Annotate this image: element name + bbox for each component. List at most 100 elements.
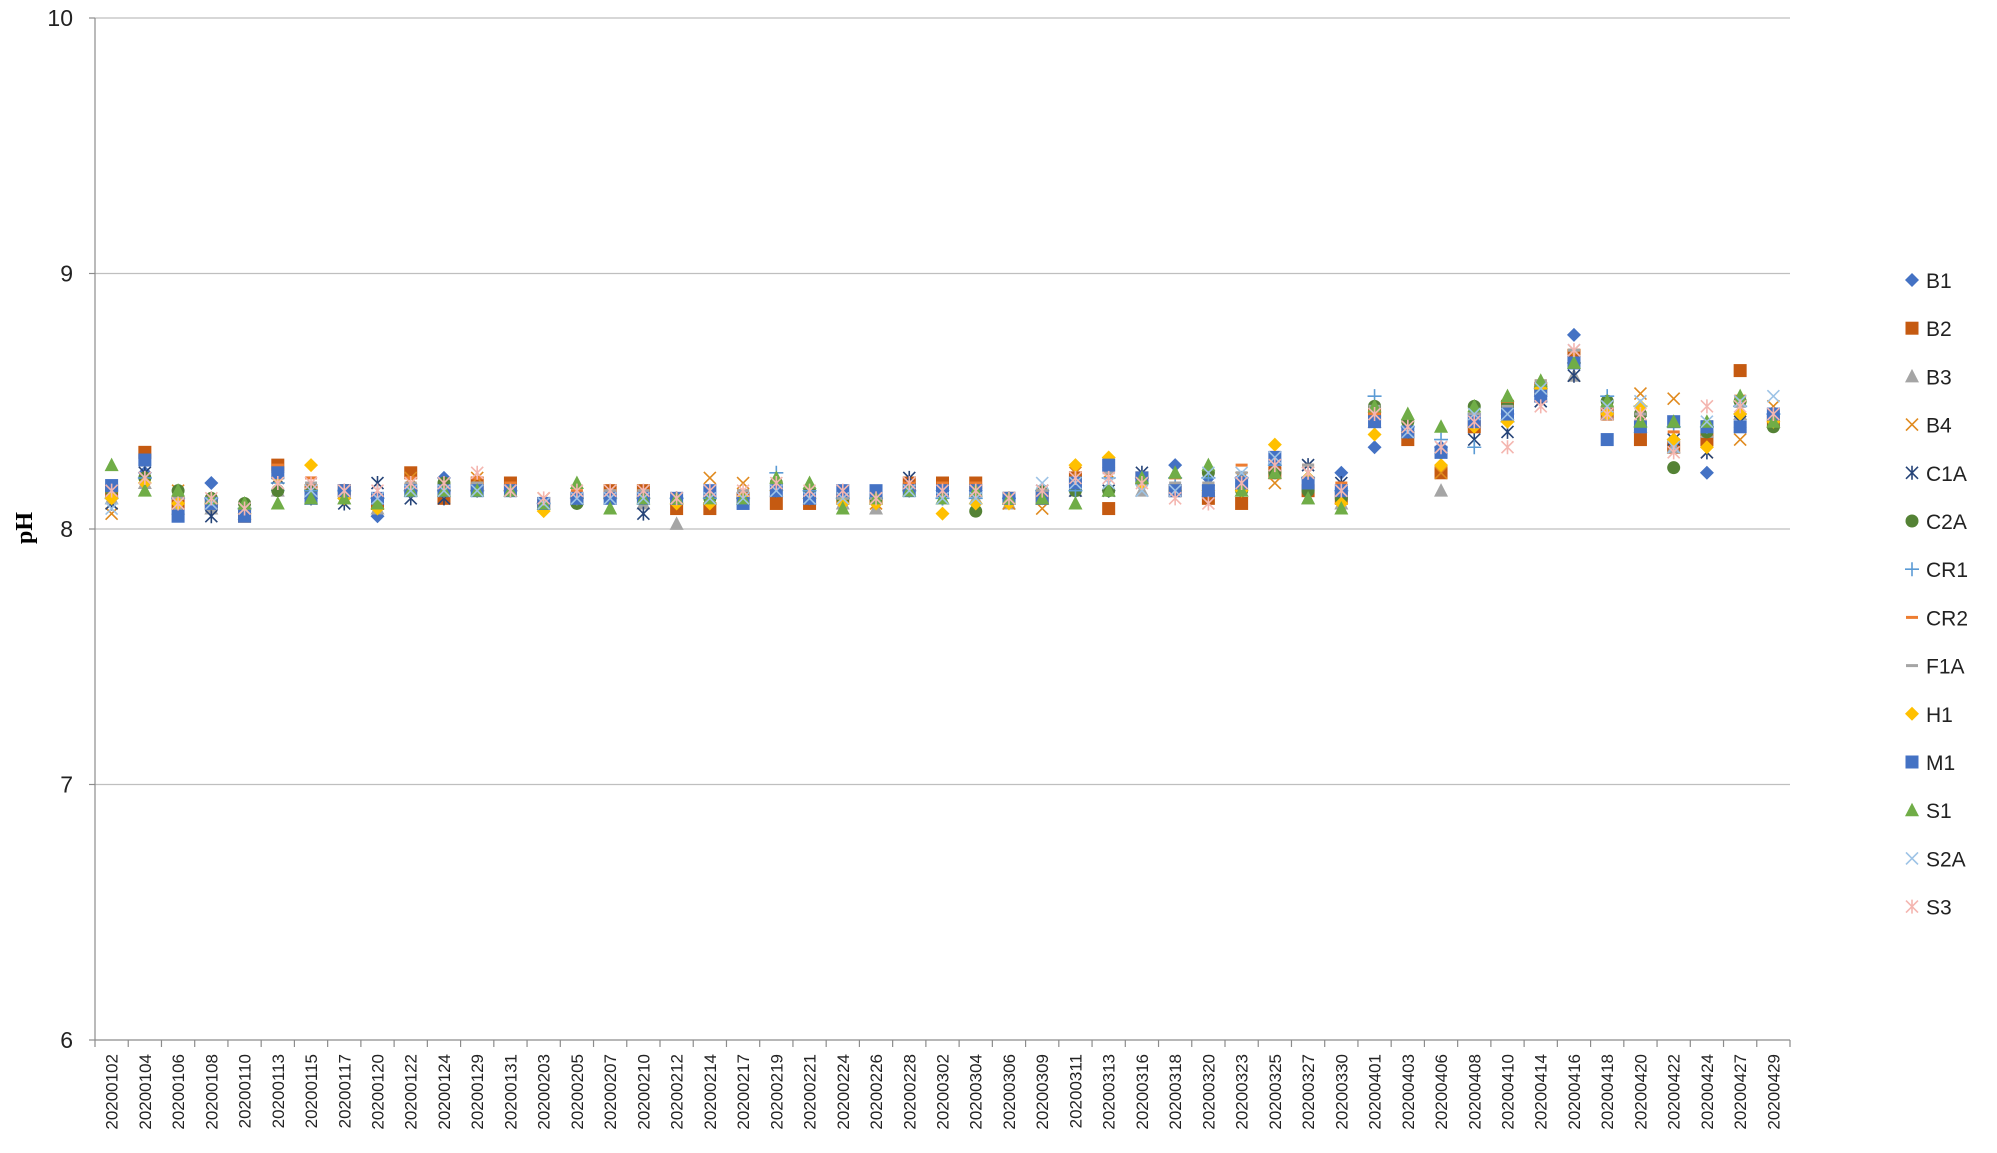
data-point [370, 483, 385, 498]
data-point [1633, 394, 1648, 408]
data-point [969, 504, 983, 518]
x-tick-label: 20200228 [900, 1054, 919, 1130]
x-tick-label: 20200318 [1166, 1054, 1185, 1130]
data-point [204, 476, 219, 491]
legend-label: CR1 [1926, 559, 1968, 582]
x-tick-label: 20200403 [1399, 1054, 1418, 1130]
x-tick-label: 20200120 [369, 1054, 388, 1130]
series-b3 [104, 368, 1781, 530]
x-tick-label: 20200424 [1698, 1054, 1717, 1130]
legend-label: H1 [1926, 704, 1953, 727]
data-point [1367, 440, 1382, 455]
x-tick-label: 20200108 [202, 1054, 221, 1130]
data-point [404, 466, 418, 480]
data-point [1534, 399, 1548, 414]
legend-label: B3 [1926, 366, 1952, 389]
data-point [802, 483, 817, 498]
x-tick-label: 20200323 [1233, 1054, 1252, 1130]
legend-label: B4 [1926, 415, 1952, 438]
data-point [1467, 414, 1481, 429]
data-point [1700, 415, 1714, 429]
legend-item-cr1: CR1 [1905, 559, 1968, 582]
data-point [1534, 389, 1548, 403]
legend-marker [1905, 514, 1919, 528]
data-point [1400, 406, 1415, 421]
x-tick-label: 20200427 [1731, 1054, 1750, 1130]
y-tick-label: 10 [47, 5, 73, 31]
data-point [1168, 491, 1182, 506]
data-point [1699, 440, 1714, 455]
legend-item-b3: B3 [1905, 366, 1952, 389]
x-tick-label: 20200203 [535, 1054, 554, 1130]
legend-item-c1a: C1A [1905, 463, 1967, 486]
data-point [104, 457, 119, 472]
data-point [1301, 490, 1316, 505]
data-point [1501, 404, 1514, 408]
data-point [1334, 501, 1349, 515]
data-point [1633, 407, 1648, 422]
data-point [1235, 496, 1249, 510]
legend-marker [1905, 706, 1919, 721]
data-point [969, 483, 983, 498]
data-point [138, 453, 152, 467]
data-point [969, 481, 982, 485]
data-point [1268, 476, 1282, 490]
legend-label: B2 [1926, 318, 1952, 341]
data-point [137, 483, 152, 497]
legend-item-f1a: F1A [1906, 656, 1965, 679]
data-point [271, 484, 285, 498]
x-tick-label: 20200302 [934, 1054, 953, 1130]
x-tick-label: 20200401 [1366, 1054, 1385, 1130]
data-point [1566, 327, 1581, 342]
y-tick-label: 9 [60, 261, 73, 287]
data-point [1201, 484, 1215, 498]
data-point [1002, 491, 1016, 506]
x-tick-label: 20200115 [302, 1054, 321, 1128]
data-point [370, 509, 385, 524]
data-point [1733, 364, 1747, 378]
legend-marker [1905, 755, 1919, 769]
data-point [1600, 407, 1614, 422]
data-point [271, 463, 284, 467]
data-point [271, 476, 285, 491]
data-point [1733, 420, 1747, 434]
x-tick-label: 20200226 [867, 1054, 886, 1130]
data-point [1102, 458, 1116, 472]
x-tick-label: 20200406 [1432, 1054, 1451, 1130]
x-tick-label: 20200313 [1100, 1054, 1119, 1130]
legend-label: F1A [1926, 656, 1965, 679]
y-axis-label: pH [12, 512, 38, 544]
legend-item-h1: H1 [1905, 704, 1953, 727]
data-point [1401, 419, 1415, 434]
data-point [105, 507, 119, 521]
data-point [1500, 388, 1515, 403]
data-point [171, 496, 185, 511]
y-tick-labels: 6 7 8 9 10 [47, 5, 73, 1053]
data-point [1733, 399, 1747, 414]
x-tick-label: 20200129 [468, 1054, 487, 1130]
data-point [1500, 440, 1515, 455]
x-tick-label: 20200410 [1499, 1054, 1518, 1130]
data-point [1202, 481, 1215, 485]
data-point [1334, 483, 1348, 498]
x-tick-label: 20200330 [1332, 1054, 1351, 1130]
data-point [902, 476, 916, 491]
legend-marker [1906, 615, 1918, 619]
legend-label: S2A [1926, 848, 1966, 871]
data-point [1334, 465, 1349, 480]
data-point [204, 509, 218, 524]
x-tick-label: 20200304 [967, 1054, 986, 1130]
x-tick-label: 20200113 [269, 1054, 288, 1128]
data-point [171, 483, 186, 497]
data-point [1567, 343, 1581, 358]
data-point [636, 483, 650, 498]
legend-marker [1905, 465, 1919, 480]
data-point [1367, 407, 1382, 422]
data-point [1467, 440, 1482, 455]
data-point [570, 483, 584, 498]
legend-item-b4: B4 [1905, 415, 1952, 438]
data-point [1235, 463, 1248, 467]
data-point [1068, 495, 1083, 510]
